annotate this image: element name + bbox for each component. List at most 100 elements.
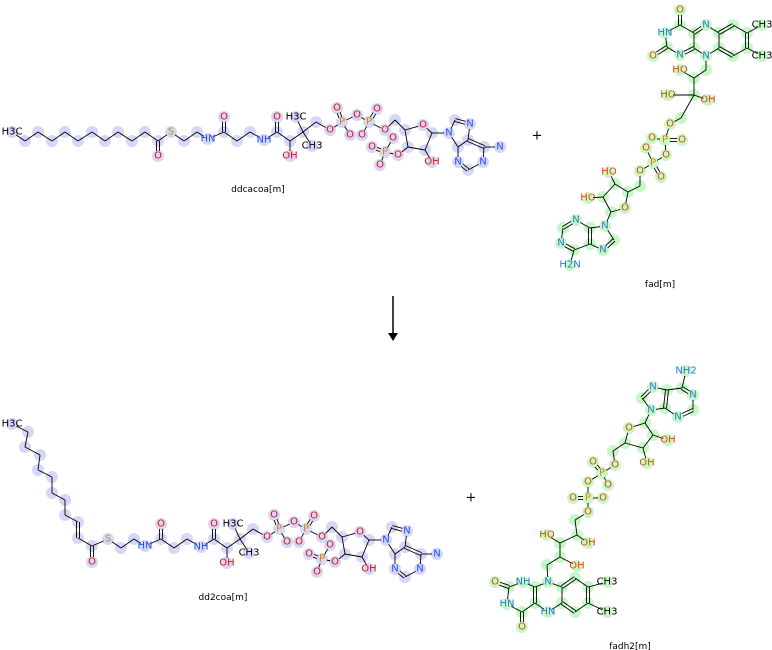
- bond: [732, 24, 748, 34]
- atom-highlight: [599, 220, 611, 232]
- atom-label: N: [416, 564, 423, 575]
- atom-highlight: [541, 529, 553, 541]
- atom-highlight: [597, 492, 609, 504]
- bond: [663, 389, 666, 408]
- atom-label: O: [326, 540, 334, 551]
- atom-highlight: [674, 4, 686, 16]
- atom-label: OH: [361, 564, 376, 575]
- bond: [681, 375, 686, 389]
- bond: [587, 602, 603, 611]
- bond: [283, 523, 290, 528]
- atom-highlight: [139, 540, 151, 552]
- atom-highlight: [316, 531, 328, 543]
- atom-label: HO: [672, 65, 688, 76]
- bond: [499, 584, 509, 589]
- bond: [606, 211, 612, 222]
- bond: [602, 183, 616, 198]
- bond: [104, 131, 119, 142]
- atom-highlight: [290, 111, 302, 123]
- atom-highlight: [596, 467, 608, 479]
- bond: [665, 37, 668, 48]
- atom-label: HN: [138, 541, 153, 552]
- atom-highlight: [602, 479, 614, 491]
- atom-highlight: [582, 192, 594, 204]
- plus-sign-products: +: [466, 491, 477, 506]
- bond: [644, 165, 649, 169]
- atom-label: HO: [660, 90, 676, 101]
- atom-highlight: [477, 156, 489, 168]
- atom-highlight: [601, 606, 613, 618]
- atom-highlight: [324, 539, 336, 551]
- atom-label: P: [319, 554, 325, 565]
- atom-label: H2N: [559, 260, 580, 271]
- bond: [270, 531, 276, 535]
- bond: [534, 602, 545, 610]
- bond: [693, 94, 704, 99]
- bond: [64, 514, 79, 523]
- bond: [344, 553, 363, 558]
- molecule-name-dd2coa: dd2coa[m]: [199, 593, 248, 603]
- atom-label: H3C: [2, 419, 23, 430]
- atom-label: O: [273, 112, 281, 123]
- bond: [205, 538, 215, 545]
- bond: [77, 131, 93, 142]
- atom-label: O: [368, 142, 376, 153]
- bond: [381, 156, 384, 161]
- bond: [234, 528, 241, 540]
- bond: [610, 176, 616, 185]
- bond: [455, 118, 466, 122]
- atom-label: O: [491, 577, 499, 588]
- bond: [24, 131, 39, 142]
- atom-highlight: [218, 111, 230, 123]
- bond: [607, 240, 616, 249]
- bond: [644, 422, 654, 436]
- bond: [302, 121, 317, 133]
- bond: [561, 227, 564, 239]
- bond: [682, 410, 694, 417]
- atom-highlight: [288, 516, 300, 528]
- bond: [373, 123, 381, 129]
- atom-label: O: [678, 135, 686, 146]
- bond: [680, 388, 689, 394]
- atom-label: P: [585, 493, 591, 504]
- atom-highlight: [86, 556, 98, 568]
- bond: [369, 112, 374, 118]
- bond: [710, 27, 720, 34]
- atom-highlight: [401, 525, 413, 537]
- atom-label: S: [168, 127, 174, 138]
- bond: [732, 47, 748, 57]
- bond: [683, 46, 694, 52]
- bond: [160, 538, 175, 549]
- bond: [718, 48, 733, 58]
- atom-highlight: [647, 381, 659, 393]
- atom-highlight: [366, 141, 378, 153]
- plus-sign-substrates: +: [532, 129, 543, 144]
- bond: [450, 119, 456, 129]
- bond: [133, 538, 142, 544]
- atom-highlight: [571, 560, 583, 572]
- bond: [657, 157, 662, 161]
- bond: [666, 387, 683, 391]
- bond: [546, 564, 549, 578]
- atom-highlight: [582, 476, 594, 488]
- bond: [212, 131, 225, 138]
- bond: [561, 220, 572, 228]
- atom-label: O: [662, 150, 670, 161]
- atom-highlight: [542, 576, 554, 588]
- atom-label: O: [611, 460, 619, 471]
- atom-label: OH: [660, 435, 675, 446]
- bond: [344, 126, 348, 131]
- atom-highlight: [336, 116, 348, 128]
- atom-label: O: [621, 203, 629, 214]
- bond: [625, 191, 629, 204]
- bond: [387, 142, 391, 148]
- atom-label: H3C: [286, 112, 307, 123]
- bond: [404, 535, 407, 548]
- bond: [680, 94, 695, 119]
- bond: [627, 185, 641, 193]
- atom-highlight: [284, 150, 296, 162]
- atom-label: O: [642, 143, 650, 154]
- atom-label: NH: [257, 135, 272, 146]
- bond: [407, 146, 426, 151]
